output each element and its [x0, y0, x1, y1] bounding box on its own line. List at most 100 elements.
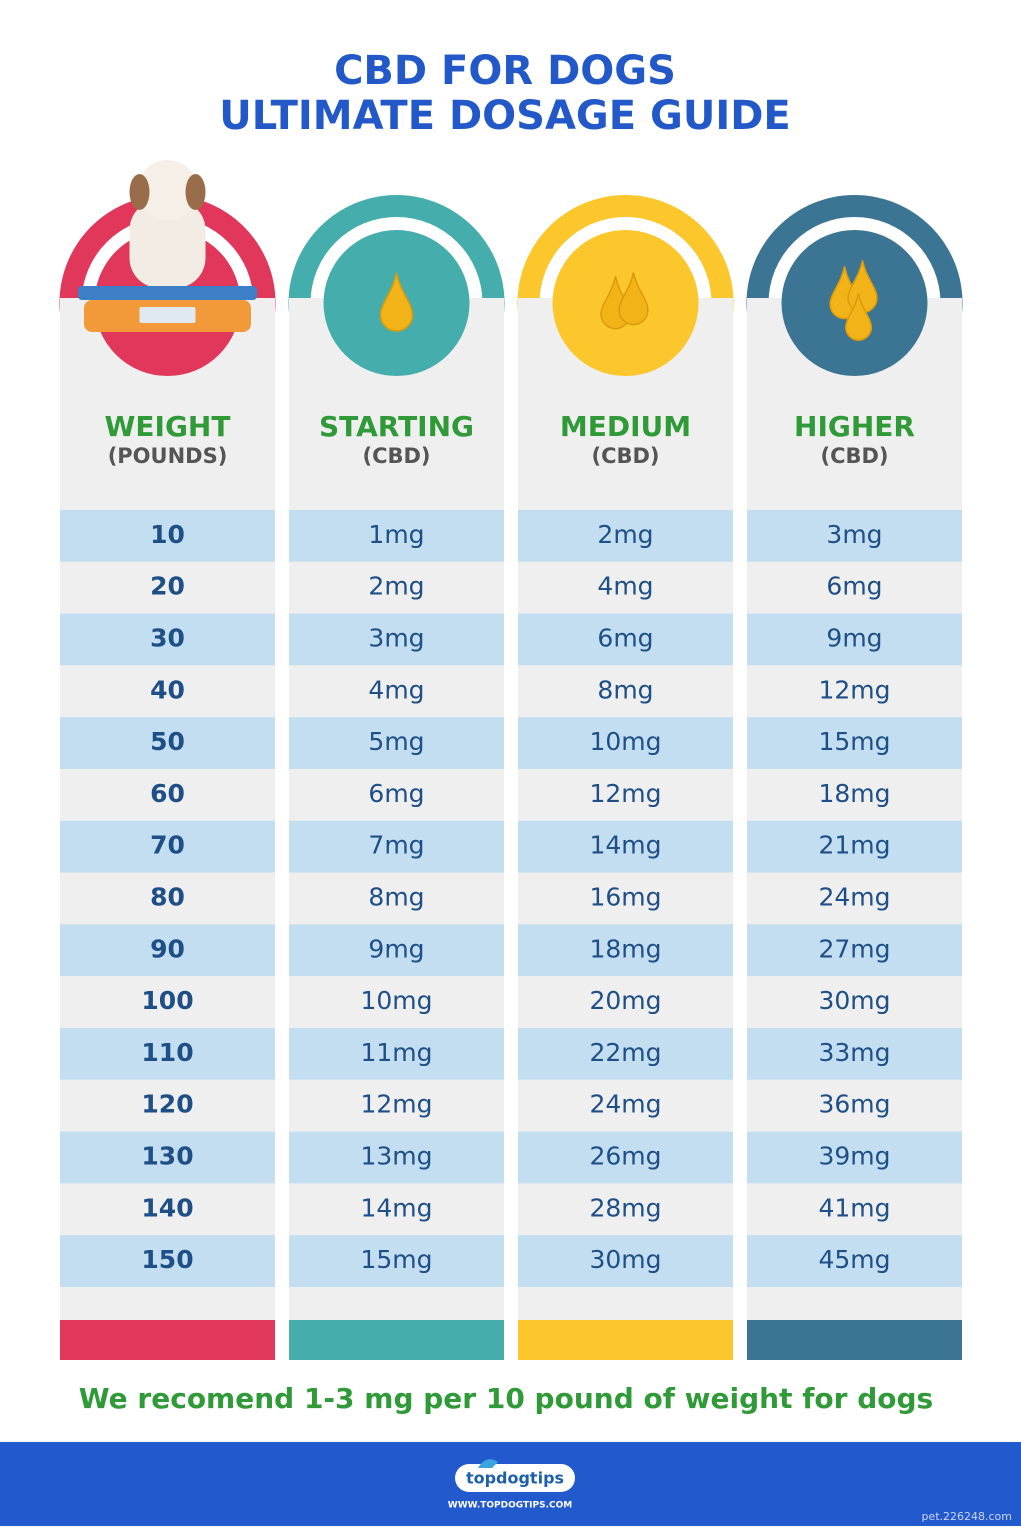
column-header: WEIGHT: [105, 410, 231, 443]
row-background: [518, 976, 733, 1028]
cell: 4mg: [368, 675, 424, 704]
row-background: [747, 1028, 962, 1080]
cell: 30mg: [589, 1245, 661, 1274]
row-background: [289, 613, 504, 666]
cell: 7mg: [368, 831, 424, 860]
logo-dog-icon: [478, 1459, 498, 1468]
cell: 15mg: [360, 1245, 432, 1274]
column-subheader: (POUNDS): [108, 444, 228, 468]
row-background: [747, 769, 962, 821]
row-background: [289, 717, 504, 769]
cell: 39mg: [818, 1142, 890, 1171]
table: WEIGHT(POUNDS) 10 20 30 40 50 60 70 80 90 100 110 12…: [59, 160, 963, 1360]
column-footer-bar: [289, 1320, 504, 1360]
cell: 28mg: [589, 1193, 661, 1222]
row-background: [289, 1235, 504, 1287]
logo-badge: [455, 1464, 575, 1492]
oil-drop: [618, 272, 649, 326]
column-footer-bar: [747, 1320, 962, 1360]
row-background: [289, 872, 504, 925]
row-background: [747, 1131, 962, 1184]
row-background: [60, 1131, 275, 1184]
row-background: [747, 820, 962, 873]
oil-drop: [379, 272, 414, 332]
row-background: [747, 924, 962, 977]
dog-ear: [185, 174, 206, 210]
row-background: [747, 717, 962, 769]
column-subheader: (CBD): [362, 444, 430, 468]
cell: 10mg: [589, 727, 661, 756]
row-background: [747, 510, 962, 562]
row-background: [60, 1235, 275, 1287]
row-background: [60, 510, 275, 562]
cell: 20mg: [589, 986, 661, 1015]
cell: 110: [141, 1038, 193, 1067]
logo-url: WWW.TOPDOGTIPS.COM: [448, 1501, 572, 1511]
row-background: [518, 1028, 733, 1080]
title-line-2: ULTIMATE DOSAGE GUIDE: [219, 93, 790, 139]
row-background: [518, 561, 733, 614]
row-background: [60, 820, 275, 873]
row-background: [518, 1183, 733, 1236]
row-background: [518, 1131, 733, 1184]
row-background: [60, 613, 275, 666]
cell: 8mg: [368, 883, 424, 912]
column-header: HIGHER: [794, 410, 915, 443]
logo-text: topdogtips: [466, 1469, 564, 1488]
row-background: [289, 665, 504, 718]
row-background: [747, 1183, 962, 1236]
row-background: [747, 976, 962, 1028]
row-background: [60, 976, 275, 1028]
cell: 9mg: [368, 934, 424, 963]
cell: 12mg: [589, 779, 661, 808]
cell: 45mg: [818, 1245, 890, 1274]
row-background: [518, 1079, 733, 1132]
scale-top: [78, 286, 257, 300]
cell: 80: [150, 883, 185, 912]
cell: 27mg: [818, 934, 890, 963]
cell: 150: [141, 1245, 193, 1274]
cell: 18mg: [818, 779, 890, 808]
column-subheader: (CBD): [591, 444, 659, 468]
watermark: pet.226248.com: [921, 1510, 1012, 1523]
row-background: [289, 510, 504, 562]
dog-head: [137, 160, 198, 220]
row-background: [518, 613, 733, 666]
row-background: [518, 872, 733, 925]
cell: 30mg: [818, 986, 890, 1015]
cell: 2mg: [368, 572, 424, 601]
row-background: [289, 1183, 504, 1236]
cell: 140: [141, 1193, 193, 1222]
row-background: [60, 1183, 275, 1236]
row-background: [747, 1235, 962, 1287]
row-background: [518, 717, 733, 769]
row-background: [289, 1028, 504, 1080]
row-background: [60, 561, 275, 614]
cell: 16mg: [589, 883, 661, 912]
cell: 6mg: [368, 779, 424, 808]
dog-body: [129, 200, 206, 288]
row-background: [289, 561, 504, 614]
cell: 130: [141, 1142, 193, 1171]
recommendation-note: We recomend 1-3 mg per 10 pound of weigh…: [79, 1382, 933, 1415]
cell: 30: [150, 624, 185, 653]
cell: 100: [141, 986, 193, 1015]
cell: 41mg: [818, 1193, 890, 1222]
cell: 14mg: [589, 831, 661, 860]
row-background: [747, 665, 962, 718]
title-line-1: CBD FOR DOGS: [334, 48, 676, 94]
cell: 22mg: [589, 1038, 661, 1067]
cell: 15mg: [818, 727, 890, 756]
column-header: MEDIUM: [560, 410, 691, 443]
cell: 26mg: [589, 1142, 661, 1171]
row-background: [60, 665, 275, 718]
cell: 12mg: [360, 1090, 432, 1119]
cell: 90: [150, 934, 185, 963]
cell: 60: [150, 779, 185, 808]
cell: 12mg: [818, 675, 890, 704]
cell: 5mg: [368, 727, 424, 756]
cell: 120: [141, 1090, 193, 1119]
column-footer-bar: [518, 1320, 733, 1360]
cell: 2mg: [597, 520, 653, 549]
